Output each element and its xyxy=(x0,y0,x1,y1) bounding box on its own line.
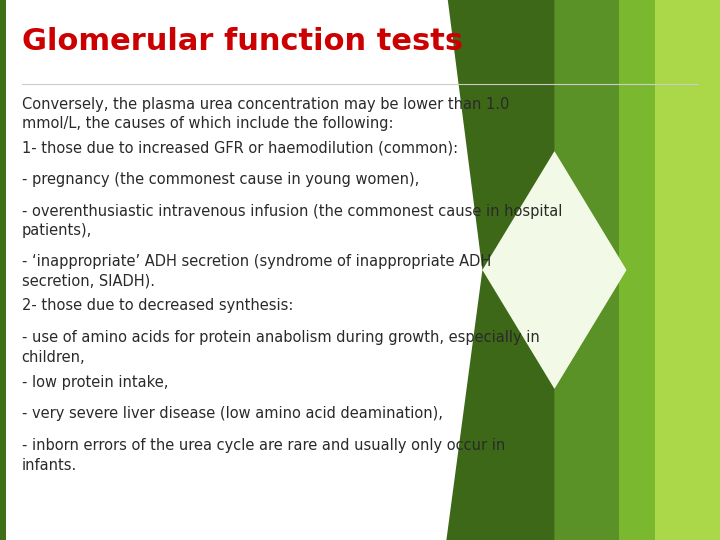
Text: - inborn errors of the urea cycle are rare and usually only occur in
infants.: - inborn errors of the urea cycle are ra… xyxy=(22,438,505,472)
Polygon shape xyxy=(446,0,554,270)
Text: - very severe liver disease (low amino acid deamination),: - very severe liver disease (low amino a… xyxy=(22,406,443,421)
Text: - low protein intake,: - low protein intake, xyxy=(22,375,168,390)
Text: Conversely, the plasma urea concentration may be lower than 1.0
mmol/L, the caus: Conversely, the plasma urea concentratio… xyxy=(22,97,509,131)
Text: Glomerular function tests: Glomerular function tests xyxy=(22,27,463,56)
Polygon shape xyxy=(446,270,554,540)
Text: 1- those due to increased GFR or haemodilution (common):: 1- those due to increased GFR or haemodi… xyxy=(22,140,458,156)
Polygon shape xyxy=(655,0,720,540)
Text: - pregnancy (the commonest cause in young women),: - pregnancy (the commonest cause in youn… xyxy=(22,172,419,187)
Polygon shape xyxy=(482,151,626,389)
Polygon shape xyxy=(619,0,720,540)
Text: - overenthusiastic intravenous infusion (the commonest cause in hospital
patient: - overenthusiastic intravenous infusion … xyxy=(22,204,562,238)
Polygon shape xyxy=(0,0,6,540)
Text: - ‘inappropriate’ ADH secretion (syndrome of inappropriate ADH
secretion, SIADH): - ‘inappropriate’ ADH secretion (syndrom… xyxy=(22,254,491,288)
Polygon shape xyxy=(482,151,626,389)
Text: - use of amino acids for protein anabolism during growth, especially in
children: - use of amino acids for protein anaboli… xyxy=(22,330,539,365)
Text: 2- those due to decreased synthesis:: 2- those due to decreased synthesis: xyxy=(22,298,293,313)
Polygon shape xyxy=(554,0,720,540)
